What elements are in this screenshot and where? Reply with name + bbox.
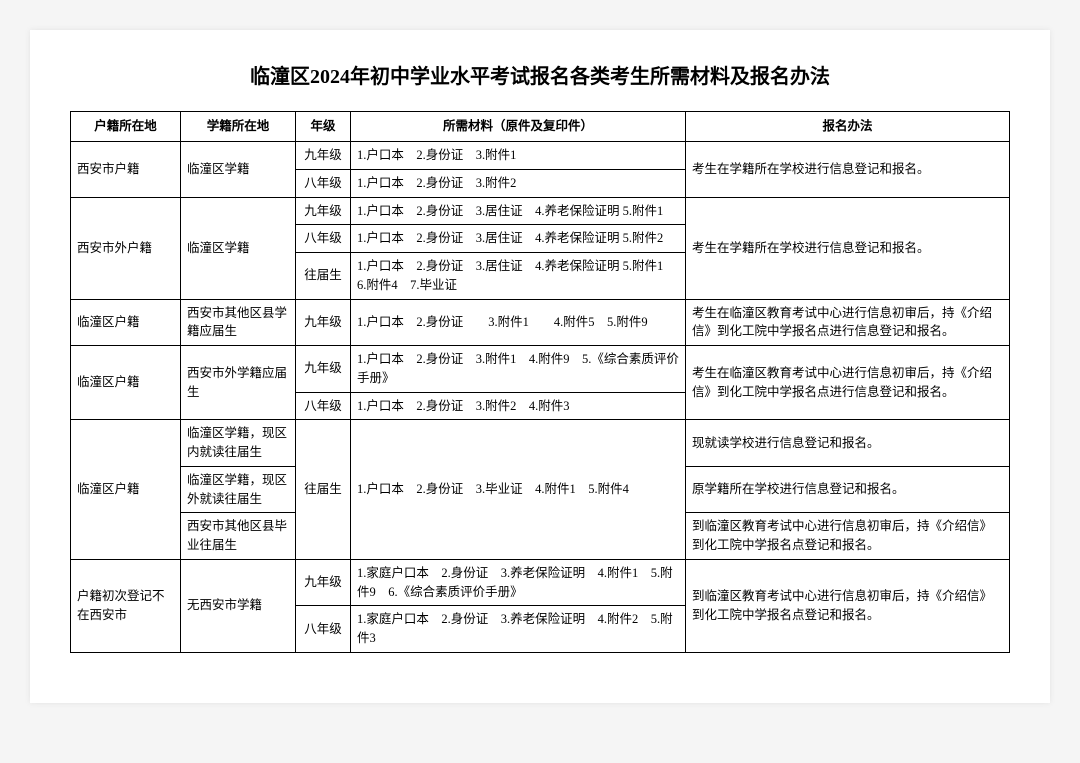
cell-grade: 九年级 <box>296 299 351 346</box>
cell-hukou: 临潼区户籍 <box>71 346 181 420</box>
cell-materials: 1.户口本 2.身份证 3.居住证 4.养老保险证明 5.附件1 <box>351 197 686 225</box>
cell-grade: 往届生 <box>296 420 351 560</box>
cell-method: 原学籍所在学校进行信息登记和报名。 <box>686 466 1010 513</box>
cell-method: 考生在学籍所在学校进行信息登记和报名。 <box>686 142 1010 198</box>
cell-hukou: 西安市户籍 <box>71 142 181 198</box>
cell-materials: 1.家庭户口本 2.身份证 3.养老保险证明 4.附件2 5.附件3 <box>351 606 686 653</box>
cell-grade: 八年级 <box>296 169 351 197</box>
cell-method: 现就读学校进行信息登记和报名。 <box>686 420 1010 467</box>
cell-hukou: 临潼区户籍 <box>71 420 181 560</box>
cell-grade: 九年级 <box>296 197 351 225</box>
th-xueji: 学籍所在地 <box>181 112 296 142</box>
cell-hukou: 临潼区户籍 <box>71 299 181 346</box>
table-header-row: 户籍所在地 学籍所在地 年级 所需材料（原件及复印件） 报名办法 <box>71 112 1010 142</box>
table-row: 临潼区户籍 西安市其他区县学籍应届生 九年级 1.户口本 2.身份证 3.附件1… <box>71 299 1010 346</box>
cell-xueji: 临潼区学籍 <box>181 197 296 299</box>
cell-xueji: 西安市其他区县毕业往届生 <box>181 513 296 560</box>
cell-materials: 1.户口本 2.身份证 3.毕业证 4.附件1 5.附件4 <box>351 420 686 560</box>
cell-grade: 八年级 <box>296 606 351 653</box>
cell-grade: 往届生 <box>296 253 351 300</box>
cell-method: 到临潼区教育考试中心进行信息初审后，持《介绍信》到化工院中学报名点登记和报名。 <box>686 559 1010 652</box>
cell-materials: 1.户口本 2.身份证 3.居住证 4.养老保险证明 5.附件2 <box>351 225 686 253</box>
cell-materials: 1.户口本 2.身份证 3.附件1 4.附件9 5.《综合素质评价手册》 <box>351 346 686 393</box>
table-row: 临潼区户籍 西安市外学籍应届生 九年级 1.户口本 2.身份证 3.附件1 4.… <box>71 346 1010 393</box>
cell-materials: 1.户口本 2.身份证 3.附件2 <box>351 169 686 197</box>
cell-xueji: 无西安市学籍 <box>181 559 296 652</box>
page-container: 临潼区2024年初中学业水平考试报名各类考生所需材料及报名办法 户籍所在地 学籍… <box>30 30 1050 703</box>
th-grade: 年级 <box>296 112 351 142</box>
cell-materials: 1.户口本 2.身份证 3.附件2 4.附件3 <box>351 392 686 420</box>
cell-xueji: 临潼区学籍，现区内就读往届生 <box>181 420 296 467</box>
cell-xueji: 临潼区学籍，现区外就读往届生 <box>181 466 296 513</box>
cell-method: 考生在临潼区教育考试中心进行信息初审后，持《介绍信》到化工院中学报名点进行信息登… <box>686 299 1010 346</box>
cell-grade: 九年级 <box>296 142 351 170</box>
cell-xueji: 临潼区学籍 <box>181 142 296 198</box>
cell-materials: 1.户口本 2.身份证 3.附件1 4.附件5 5.附件9 <box>351 299 686 346</box>
cell-materials: 1.户口本 2.身份证 3.居住证 4.养老保险证明 5.附件1 6.附件4 7… <box>351 253 686 300</box>
cell-hukou: 西安市外户籍 <box>71 197 181 299</box>
cell-method: 到临潼区教育考试中心进行信息初审后，持《介绍信》到化工院中学报名点登记和报名。 <box>686 513 1010 560</box>
th-hukou: 户籍所在地 <box>71 112 181 142</box>
cell-hukou: 户籍初次登记不在西安市 <box>71 559 181 652</box>
table-row: 西安市户籍 临潼区学籍 九年级 1.户口本 2.身份证 3.附件1 考生在学籍所… <box>71 142 1010 170</box>
th-method: 报名办法 <box>686 112 1010 142</box>
cell-xueji: 西安市其他区县学籍应届生 <box>181 299 296 346</box>
page-title: 临潼区2024年初中学业水平考试报名各类考生所需材料及报名办法 <box>70 60 1010 89</box>
th-materials: 所需材料（原件及复印件） <box>351 112 686 142</box>
cell-grade: 九年级 <box>296 346 351 393</box>
cell-xueji: 西安市外学籍应届生 <box>181 346 296 420</box>
table-row: 西安市外户籍 临潼区学籍 九年级 1.户口本 2.身份证 3.居住证 4.养老保… <box>71 197 1010 225</box>
table-row: 户籍初次登记不在西安市 无西安市学籍 九年级 1.家庭户口本 2.身份证 3.养… <box>71 559 1010 606</box>
cell-materials: 1.户口本 2.身份证 3.附件1 <box>351 142 686 170</box>
cell-materials: 1.家庭户口本 2.身份证 3.养老保险证明 4.附件1 5.附件9 6.《综合… <box>351 559 686 606</box>
cell-method: 考生在学籍所在学校进行信息登记和报名。 <box>686 197 1010 299</box>
cell-grade: 九年级 <box>296 559 351 606</box>
cell-grade: 八年级 <box>296 392 351 420</box>
cell-grade: 八年级 <box>296 225 351 253</box>
requirements-table: 户籍所在地 学籍所在地 年级 所需材料（原件及复印件） 报名办法 西安市户籍 临… <box>70 111 1010 653</box>
table-row: 临潼区户籍 临潼区学籍，现区内就读往届生 往届生 1.户口本 2.身份证 3.毕… <box>71 420 1010 467</box>
cell-method: 考生在临潼区教育考试中心进行信息初审后，持《介绍信》到化工院中学报名点进行信息登… <box>686 346 1010 420</box>
